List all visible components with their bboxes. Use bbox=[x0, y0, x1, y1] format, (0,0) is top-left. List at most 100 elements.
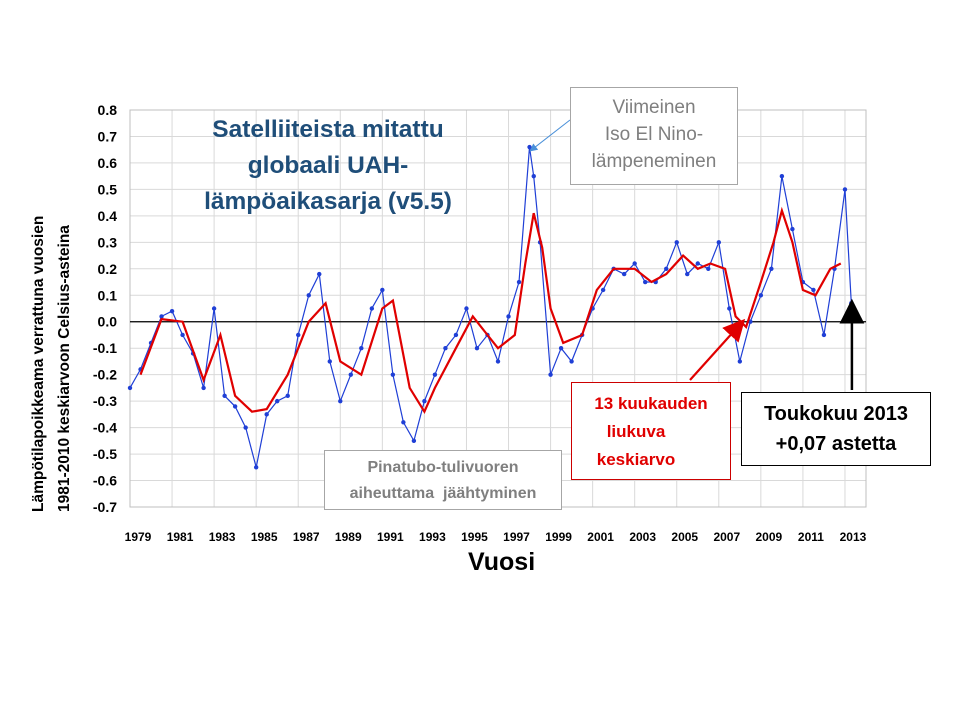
monthly-point bbox=[674, 240, 679, 245]
monthly-point bbox=[127, 385, 133, 391]
monthly-point bbox=[727, 306, 732, 311]
pinatubo-line-2: aiheuttama jäähtyminen bbox=[349, 485, 537, 502]
pinatubo-line-1: Pinatubo-tulivuoren bbox=[367, 459, 519, 476]
x-tick-label: 2011 bbox=[798, 530, 824, 544]
monthly-point bbox=[327, 359, 332, 364]
x-tick-label: 1983 bbox=[209, 530, 236, 544]
x-tick-label: 1997 bbox=[503, 530, 530, 544]
y-tick-label: -0.5 bbox=[93, 446, 117, 462]
y-tick-label: -0.1 bbox=[93, 340, 117, 356]
monthly-point bbox=[495, 359, 501, 364]
y-tick-label: -0.6 bbox=[93, 473, 117, 489]
monthly-point bbox=[558, 346, 564, 351]
monthly-point bbox=[716, 240, 721, 245]
monthly-point bbox=[317, 271, 322, 277]
monthly-point bbox=[401, 420, 406, 425]
x-tick-label: 1985 bbox=[251, 530, 278, 544]
x-tick-label: 2013 bbox=[840, 530, 867, 544]
y-tick-label: 0.6 bbox=[98, 155, 118, 171]
y-tick-labels: 0.8 0.7 0.6 0.5 0.4 0.3 0.2 0.1 0.0 -0.1 -0.2 -0.3 -… bbox=[93, 102, 117, 515]
x-tick-label: 2007 bbox=[713, 530, 740, 544]
monthly-point bbox=[169, 308, 175, 314]
monthly-point bbox=[474, 346, 480, 351]
monthly-point bbox=[348, 372, 353, 377]
monthly-point bbox=[790, 226, 795, 232]
x-tick-label: 2005 bbox=[671, 530, 698, 544]
chart-title-line-2: globaali UAH- bbox=[247, 152, 409, 179]
x-tick-label: 2001 bbox=[587, 530, 614, 544]
y-tick-label: -0.2 bbox=[93, 367, 117, 383]
monthly-point bbox=[516, 279, 522, 285]
monthly-point bbox=[643, 279, 648, 285]
monthly-point bbox=[737, 359, 743, 364]
monthly-point bbox=[453, 332, 459, 338]
monthly-point bbox=[285, 393, 290, 399]
monthly-point bbox=[569, 359, 574, 364]
y-axis-label-line-1: Lämpötilapoikkeama verrattuna vuosien bbox=[30, 215, 47, 512]
x-axis-label: Vuosi bbox=[468, 548, 536, 576]
y-tick-label: 0.3 bbox=[98, 234, 118, 250]
monthly-point bbox=[306, 293, 311, 298]
chart-title-line-3: lämpöaikasarja (v5.5) bbox=[204, 188, 452, 215]
chart-title-line-1: Satelliiteista mitattu bbox=[212, 116, 444, 143]
monthly-point bbox=[779, 173, 785, 179]
monthly-point bbox=[222, 393, 227, 399]
monthly-point bbox=[849, 301, 854, 306]
monthly-point bbox=[706, 266, 711, 271]
monthly-point bbox=[369, 306, 375, 311]
monthly-point bbox=[243, 425, 248, 430]
monthly-point bbox=[232, 404, 238, 409]
moving-average-arrow bbox=[689, 318, 746, 381]
moving-average-line bbox=[139, 206, 842, 415]
monthly-point bbox=[432, 372, 438, 377]
y-tick-label: 0.2 bbox=[98, 261, 118, 277]
y-tick-label: 0.0 bbox=[98, 314, 118, 330]
y-axis-label-line-2: 1981-2010 keskiarvoon Celsius-asteina bbox=[56, 225, 73, 512]
monthly-point bbox=[811, 287, 816, 293]
x-tick-label: 1989 bbox=[335, 530, 362, 544]
x-tick-label: 1991 bbox=[377, 530, 404, 544]
x-tick-label: 2003 bbox=[629, 530, 656, 544]
monthly-point bbox=[422, 398, 427, 404]
x-tick-label: 1987 bbox=[293, 530, 320, 544]
y-tick-label: 0.1 bbox=[98, 287, 118, 303]
monthly-point bbox=[506, 314, 511, 319]
monthly-point bbox=[632, 261, 637, 266]
monthly-point bbox=[685, 271, 690, 277]
y-tick-label: 0.5 bbox=[98, 181, 118, 197]
monthly-point bbox=[664, 266, 669, 271]
el-nino-line-1: Viimeinen bbox=[612, 97, 696, 118]
x-tick-label: 1979 bbox=[125, 530, 152, 544]
y-tick-label: 0.8 bbox=[98, 102, 118, 118]
moving-average-series bbox=[139, 206, 842, 415]
monthly-point bbox=[821, 332, 827, 338]
el-nino-line-2: Iso El Nino- bbox=[604, 124, 704, 145]
monthly-point bbox=[253, 465, 259, 470]
el-nino-line-3: lämpeneminen bbox=[591, 151, 717, 172]
monthly-point bbox=[390, 372, 396, 377]
monthly-point bbox=[264, 412, 269, 417]
latest-value-annotation: Toukokuu 2013 +0,07 astetta bbox=[741, 392, 931, 466]
moving-average-annotation: 13 kuukauden liukuva keskiarvo bbox=[571, 382, 731, 480]
monthly-point bbox=[842, 187, 848, 192]
x-tick-label: 1981 bbox=[167, 530, 194, 544]
monthly-point bbox=[275, 398, 280, 404]
y-tick-label: 0.4 bbox=[98, 208, 118, 224]
monthly-point bbox=[621, 271, 627, 277]
monthly-point bbox=[695, 261, 700, 266]
x-tick-label: 2009 bbox=[756, 530, 783, 544]
pinatubo-annotation: Pinatubo-tulivuoren aiheuttama jäähtymin… bbox=[324, 450, 562, 510]
monthly-point bbox=[600, 287, 606, 293]
monthly-point bbox=[464, 306, 469, 311]
x-tick-label: 1999 bbox=[545, 530, 572, 544]
monthly-point bbox=[758, 293, 764, 298]
monthly-point bbox=[296, 332, 301, 338]
el-nino-arrow bbox=[529, 119, 571, 152]
monthly-point bbox=[531, 173, 536, 179]
moving-average-line-1: 13 kuukauden bbox=[594, 394, 708, 413]
y-tick-label: -0.4 bbox=[93, 420, 117, 436]
moving-average-line-2: liukuva bbox=[606, 422, 666, 441]
monthly-point bbox=[359, 346, 364, 351]
monthly-point bbox=[411, 438, 417, 444]
